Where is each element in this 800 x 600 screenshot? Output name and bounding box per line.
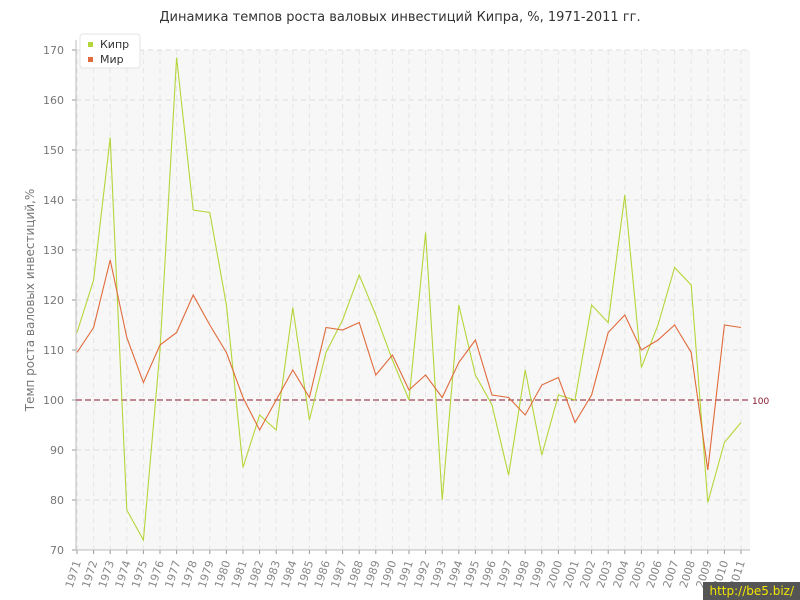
legend-label: Мир [100,53,124,66]
chart-title: Динамика темпов роста валовых инвестиций… [159,10,641,25]
legend-swatch [88,57,93,62]
y-tick-label: 160 [43,94,64,107]
y-axis: 70 80 90 100 110 120 130 140 150 160 170 [43,40,77,557]
reference-line: 100 [76,397,769,407]
y-tick-label: 130 [43,244,64,257]
y-tick-label: 70 [50,544,64,557]
x-axis: 1971197219731974197519761977197819791980… [63,549,750,590]
y-tick-label: 170 [43,44,64,57]
series-lines [76,57,742,542]
y-tick-label: 150 [43,144,64,157]
watermark: http://be5.biz/ [703,582,800,600]
legend-box [79,33,141,69]
y-tick-label: 140 [43,194,64,207]
y-tick-label: 120 [43,294,64,307]
y-tick-label: 110 [43,344,64,357]
y-tick-label: 100 [43,394,64,407]
series-line-0 [76,57,742,542]
y-tick-label: 90 [50,444,64,457]
legend-swatch [88,42,93,47]
reference-line-label: 100 [752,397,769,407]
y-axis-label: Темп роста валовых инвестиций,% [23,189,37,413]
legend: Кипр Мир [79,33,141,69]
legend-label: Кипр [100,38,129,51]
series-line-1 [76,259,742,471]
y-tick-label: 80 [50,494,64,507]
